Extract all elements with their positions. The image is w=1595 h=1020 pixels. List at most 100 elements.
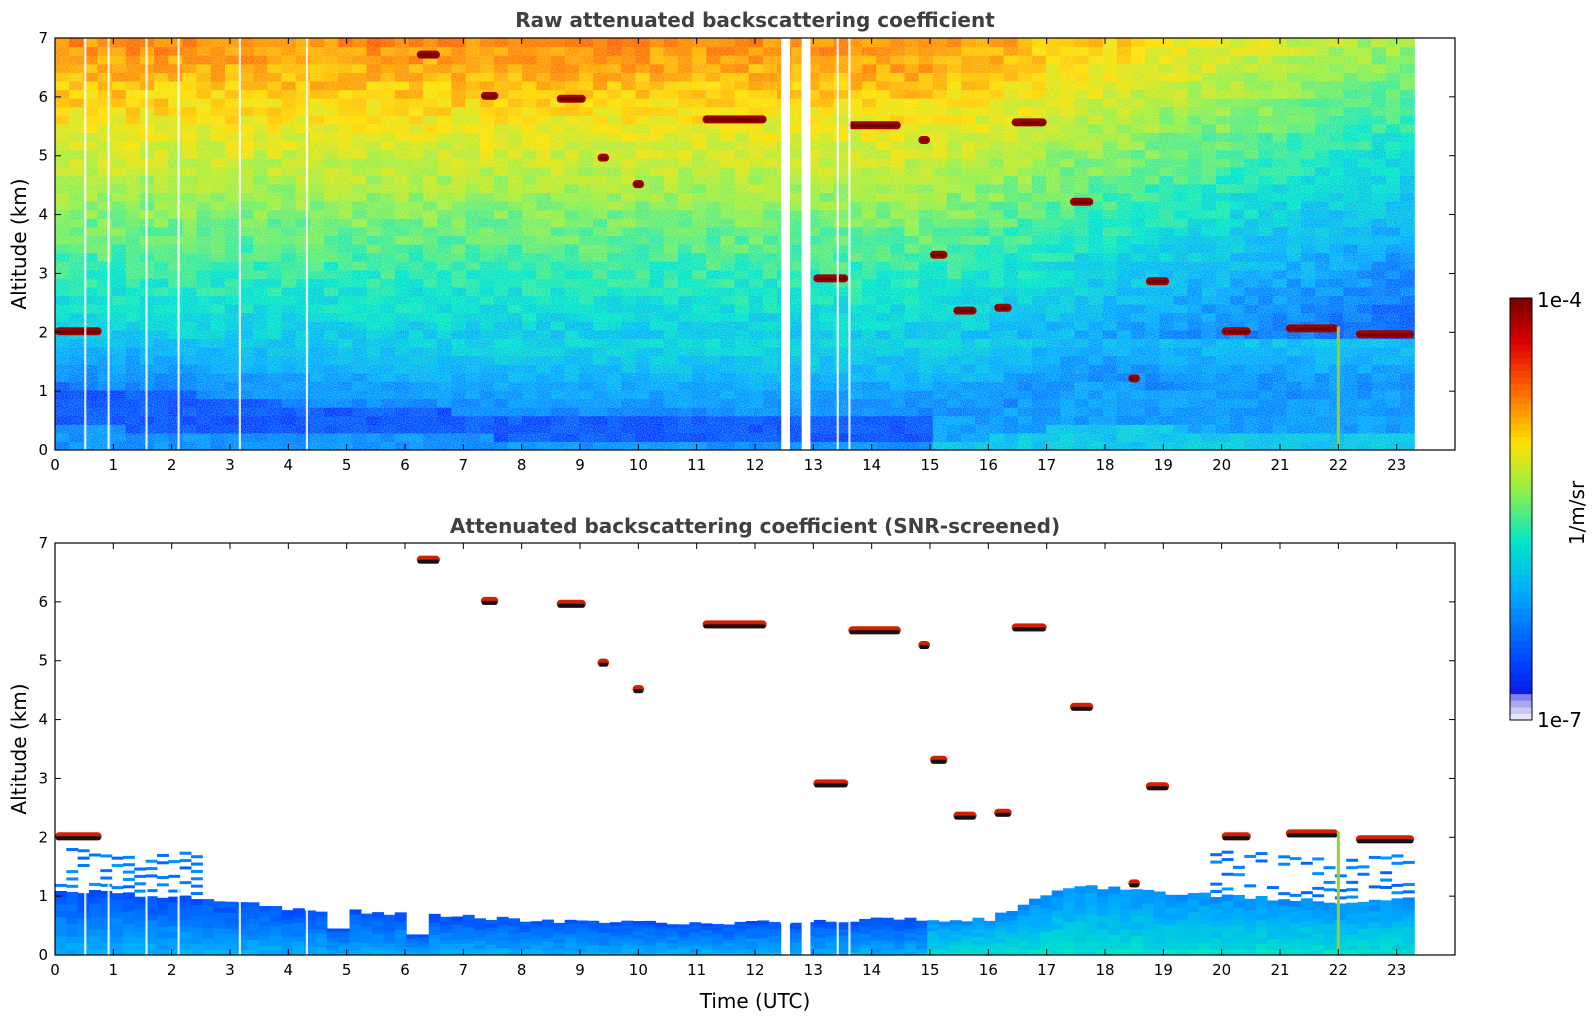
screened-residual: [179, 859, 192, 863]
screened-cell: [247, 923, 260, 930]
screened-cell: [100, 948, 113, 955]
screened-cell: [66, 929, 79, 937]
screened-cell: [145, 943, 158, 950]
screened-cell: [156, 920, 169, 927]
raw-heatmap: [55, 38, 1415, 450]
screened-cell: [66, 942, 79, 950]
screened-residual: [100, 883, 113, 887]
screened-cell: [236, 933, 249, 940]
screened-cell: [179, 895, 192, 903]
screened-cell: [55, 922, 67, 930]
screened-cell: [55, 903, 67, 911]
screened-cell: [145, 907, 158, 915]
screened-cell: [77, 911, 90, 919]
screened-residual: [156, 883, 169, 887]
screened-cell: [213, 906, 226, 913]
raw-cloud-core: [599, 156, 608, 160]
screened-cell: [247, 933, 260, 940]
screened-cell: [122, 898, 135, 906]
x-tick-label: 5: [342, 456, 352, 474]
screened-cell: [258, 940, 271, 946]
screened-cell: [224, 939, 237, 945]
screened-cell: [100, 890, 113, 898]
screened-cell: [122, 917, 135, 925]
raw-gap: [801, 38, 811, 450]
screened-cell: [77, 899, 90, 907]
x-tick-label: 22: [1329, 456, 1348, 474]
screened-residual: [111, 856, 124, 860]
screened-cell: [156, 914, 169, 922]
screened-cell: [213, 928, 226, 935]
screened-cell: [145, 925, 158, 933]
screened-cell: [111, 948, 124, 955]
screened-cell: [190, 915, 203, 923]
screened-cell: [145, 949, 158, 955]
screened-cell: [179, 937, 192, 944]
screened-residual: [66, 884, 79, 888]
screened-cell: [55, 910, 67, 918]
screened-cell: [236, 923, 249, 930]
screened-cell: [55, 890, 67, 898]
screened-cell: [190, 927, 203, 934]
screened-residual: [156, 875, 169, 879]
screened-residual: [179, 881, 192, 885]
y-tick-label: 4: [38, 206, 48, 224]
x-tick-label: 16: [979, 456, 998, 474]
x-tick-label: 2: [167, 456, 177, 474]
raw-cloud-core: [955, 309, 975, 313]
x-tick-label: 18: [1095, 456, 1114, 474]
screened-cell: [134, 896, 147, 904]
screened-cell: [55, 935, 67, 943]
raw-cloud-core: [1147, 280, 1168, 284]
screened-cell: [247, 918, 260, 924]
x-tick-label: 3: [225, 456, 235, 474]
screened-cell: [88, 922, 101, 930]
panel-screened: Attenuated backscattering coefficient (S…: [7, 514, 1456, 1013]
x-tick-label: 19: [1154, 456, 1173, 474]
screened-cell: [236, 944, 249, 951]
screened-cell: [190, 938, 203, 945]
screened-cell: [111, 893, 124, 900]
screened-cell: [190, 932, 203, 939]
x-tick-label: 9: [575, 456, 585, 474]
screened-residual: [100, 876, 113, 880]
screened-cell: [213, 922, 226, 929]
screened-cell: [202, 904, 215, 911]
screened-cell: [258, 945, 271, 951]
screened-cell: [66, 948, 79, 955]
screened-cell: [168, 925, 181, 933]
screened-cell: [190, 949, 203, 955]
screened-cell: [88, 942, 101, 950]
screened-cell: [156, 943, 169, 950]
screened-cell: [224, 923, 237, 929]
screened-cell: [66, 917, 79, 925]
screened-cell: [190, 904, 203, 911]
y-tick-label: 2: [38, 323, 48, 341]
x-tick-label: 21: [1270, 456, 1289, 474]
screened-residual: [156, 861, 169, 865]
y-tick-label: 3: [38, 264, 48, 282]
screened-residual: [88, 853, 101, 857]
x-tick-label: 6: [400, 456, 410, 474]
screened-cell: [224, 928, 237, 935]
screened-cell: [88, 903, 101, 911]
screened-cell: [247, 944, 260, 951]
screened-cell: [258, 950, 271, 955]
screened-residual: [190, 855, 203, 859]
screened-cell: [236, 949, 249, 955]
screened-cell: [168, 931, 181, 939]
x-tick-label: 13: [804, 456, 823, 474]
screened-residual: [134, 874, 147, 878]
raw-cloud-core: [558, 97, 584, 101]
screened-cell: [100, 897, 113, 905]
screened-cell: [168, 937, 181, 944]
screened-cell: [202, 949, 215, 955]
y-tick-label: 0: [38, 441, 48, 459]
screened-cell: [111, 924, 124, 931]
screened-residual: [100, 854, 113, 858]
screened-heatmap: [55, 543, 1415, 955]
screened-residual: [77, 863, 90, 867]
screened-cell: [111, 899, 124, 907]
raw-cloud-core: [1013, 121, 1045, 125]
screened-residual: [179, 851, 192, 855]
